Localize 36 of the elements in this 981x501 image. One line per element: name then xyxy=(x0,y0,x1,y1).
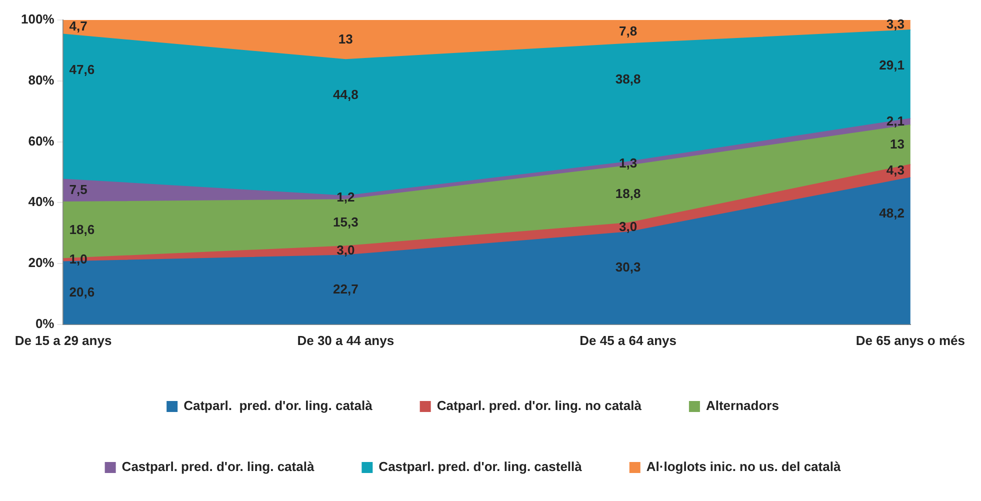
y-tick-label: 80% xyxy=(28,72,55,88)
y-tick-label: 0% xyxy=(35,316,55,331)
data-label: 3,0 xyxy=(619,219,638,234)
data-label: 3,3 xyxy=(886,16,904,32)
data-label: 13 xyxy=(890,136,904,152)
x-tick-label: De 45 a 64 anys xyxy=(580,332,676,348)
data-label: 22,7 xyxy=(332,281,358,296)
data-label: 4,3 xyxy=(886,162,904,178)
data-label: 18,8 xyxy=(615,186,641,201)
data-label: 18,6 xyxy=(69,222,95,237)
data-label: 7,5 xyxy=(69,182,88,198)
data-label: 29,1 xyxy=(879,58,904,73)
data-label: 13 xyxy=(338,31,353,46)
x-tick-label: De 30 a 44 anys xyxy=(297,332,394,348)
legend-label: Castparl. pred. d'or. ling. català xyxy=(122,459,315,474)
legend-label: Al·loglots inic. no us. del català xyxy=(646,459,842,474)
y-tick-label: 40% xyxy=(28,194,55,210)
legend-label: Castparl. pred. d'or. ling. castellà xyxy=(378,459,583,474)
legend-label: Catparl. pred. d'or. ling. català xyxy=(184,398,374,414)
y-tick-label: 20% xyxy=(28,255,55,270)
data-label: 4,7 xyxy=(69,18,88,34)
x-tick-label: De 65 anys o més xyxy=(856,332,966,348)
legend-label: Catparl. pred. d'or. ling. no català xyxy=(436,398,642,414)
data-label: 20,6 xyxy=(69,284,95,300)
data-label: 7,8 xyxy=(619,23,638,38)
data-label: 47,6 xyxy=(69,62,95,77)
data-label: 44,8 xyxy=(332,87,358,102)
data-label: 38,8 xyxy=(615,71,641,86)
data-label: 3,0 xyxy=(336,242,355,258)
y-tick-label: 60% xyxy=(28,133,55,148)
data-label: 15,3 xyxy=(332,214,358,230)
data-label: 30,3 xyxy=(615,260,641,275)
x-tick-label: De 15 a 29 anys xyxy=(14,332,112,348)
data-label: 48,2 xyxy=(879,205,904,220)
y-tick-label: 100% xyxy=(21,12,55,27)
legend-label: Alternadors xyxy=(706,398,779,414)
